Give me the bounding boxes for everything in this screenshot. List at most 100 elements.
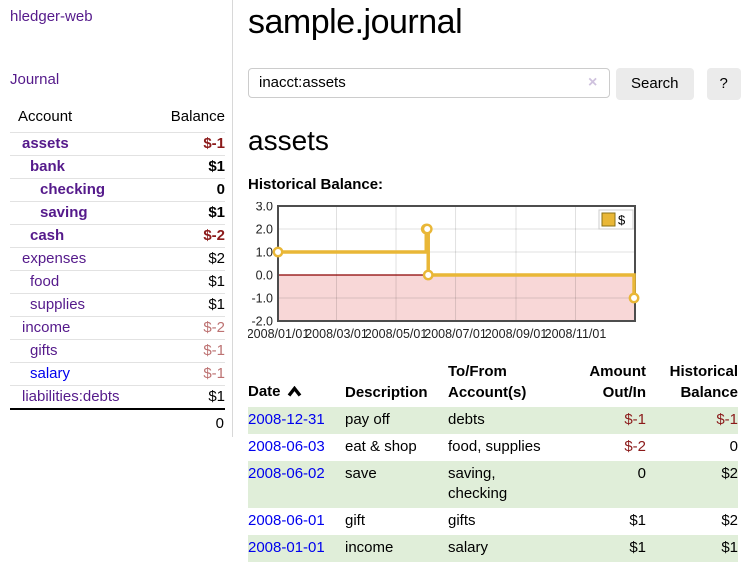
accounts-total-row: 0 <box>10 408 225 437</box>
account-balance: $2 <box>153 247 225 271</box>
account-balance: $-2 <box>153 316 225 340</box>
sidebar: hledger-web Journal Account Balance asse… <box>0 0 233 437</box>
transaction-amount: $-2 <box>624 437 646 455</box>
search-input[interactable] <box>248 67 610 98</box>
account-row: expenses $2 <box>10 247 225 271</box>
transaction-accounts: salary <box>448 538 489 556</box>
register-header-row: Date Description To/From Account(s) Amou… <box>248 361 738 407</box>
transaction-description: income <box>345 538 394 556</box>
register-row: 2008-06-03 eat & shop food, supplies $-2 0 <box>248 434 738 461</box>
transaction-date-link[interactable]: 2008-06-02 <box>248 464 325 482</box>
accounts-total-spacer <box>10 408 154 437</box>
plot-border <box>277 204 636 322</box>
account-page-title: assets <box>248 124 329 156</box>
account-row: income $-2 <box>10 316 225 340</box>
y-axis-tick-label: 0.0 <box>256 268 273 282</box>
sort-ascending-icon <box>287 382 302 403</box>
legend-label: $ <box>618 212 626 227</box>
account-row: supplies $1 <box>10 293 225 317</box>
account-link[interactable]: assets <box>22 135 69 152</box>
register-row: 2008-12-31 pay off debts $-1 $-1 <box>248 406 738 434</box>
account-balance: $1 <box>153 270 225 294</box>
description-column-header: Description <box>345 383 428 401</box>
transaction-description: pay off <box>345 410 390 428</box>
y-axis-tick-label: 3.0 <box>256 202 273 214</box>
account-balance: $-1 <box>153 132 225 156</box>
transaction-balance: 0 <box>729 437 738 455</box>
transaction-amount: $1 <box>629 538 646 556</box>
transaction-accounts: saving, checking <box>448 464 508 502</box>
account-link[interactable]: saving <box>40 204 88 221</box>
transaction-date-link[interactable]: 2008-06-01 <box>248 511 325 529</box>
account-row: gifts $-1 <box>10 339 225 363</box>
clear-search-icon[interactable]: × <box>588 73 598 91</box>
help-button[interactable]: ? <box>706 67 741 100</box>
account-link[interactable]: cash <box>30 227 65 244</box>
page-title: sample.journal <box>248 3 463 41</box>
app-title-link[interactable]: hledger-web <box>10 8 93 25</box>
accounts-header-row: Account Balance <box>10 108 225 133</box>
accounts-table: Account Balance assets $-1 bank $1 checking 0… <box>10 108 225 437</box>
account-link[interactable]: income <box>22 319 71 336</box>
account-row: food $1 <box>10 270 225 294</box>
account-link[interactable]: food <box>30 273 60 290</box>
transaction-amount: $-1 <box>624 410 646 428</box>
register-row: 2008-06-02 save saving, checking 0 $2 <box>248 460 738 508</box>
account-row: bank $1 <box>10 155 225 179</box>
y-axis-tick-label: -2.0 <box>251 314 273 328</box>
register-table: Date Description To/From Account(s) Amou… <box>248 361 738 562</box>
account-link[interactable]: salary <box>30 365 71 382</box>
x-axis-tick-label: 2008/05/01 <box>365 327 428 341</box>
data-point-marker <box>628 292 640 304</box>
app-title: hledger-web <box>0 0 232 25</box>
transaction-amount: $1 <box>629 511 646 529</box>
account-balance: $-1 <box>153 339 225 363</box>
account-link[interactable]: supplies <box>30 296 86 313</box>
account-link[interactable]: liabilities:debts <box>22 388 120 405</box>
account-link[interactable]: checking <box>40 181 106 198</box>
account-balance: $1 <box>153 385 225 409</box>
transaction-date-link[interactable]: 2008-12-31 <box>248 410 325 428</box>
y-axis-tick-label: 1.0 <box>256 245 273 259</box>
accounts-total: 0 <box>153 408 225 437</box>
account-link[interactable]: expenses <box>22 250 87 267</box>
negative-region-shading <box>278 274 635 321</box>
transaction-description: save <box>345 464 377 482</box>
historical-balance-chart: 3.0 2.0 1.0 0.0 -1.0 -2.02008/01/012008/03/01… <box>248 202 640 341</box>
account-row: salary $-1 <box>10 362 225 386</box>
chart-heading: Historical Balance: <box>248 175 384 193</box>
date-column-header[interactable]: Date <box>248 361 345 407</box>
account-link[interactable]: gifts <box>30 342 58 359</box>
account-row: checking 0 <box>10 178 225 202</box>
transaction-balance: $1 <box>721 538 738 556</box>
y-axis-tick-label: -1.0 <box>251 291 273 305</box>
amount-column-header: Amount Out/In <box>589 362 646 401</box>
account-balance: $-2 <box>153 224 225 248</box>
account-balance: $-1 <box>153 362 225 386</box>
account-balance: 0 <box>153 178 225 202</box>
nav-journal: Journal <box>0 71 232 88</box>
accounts-column-header: To/From Account(s) <box>448 362 527 401</box>
data-point-marker <box>422 269 434 281</box>
transaction-amount: 0 <box>637 464 646 482</box>
x-axis-tick-label: 2008/07/01 <box>424 327 487 341</box>
data-point-marker <box>421 223 433 235</box>
register-row: 2008-06-01 gift gifts $1 $2 <box>248 508 738 535</box>
transaction-date-link[interactable]: 2008-06-03 <box>248 437 325 455</box>
search-button[interactable]: Search <box>616 67 694 100</box>
account-balance: $1 <box>153 201 225 225</box>
transaction-description: gift <box>345 511 366 529</box>
transaction-balance: $2 <box>721 464 738 482</box>
legend-swatch <box>601 212 616 227</box>
x-axis-tick-label: 2008/09/01 <box>485 327 548 341</box>
transaction-balance: $2 <box>721 511 738 529</box>
account-row: liabilities:debts $1 <box>10 385 225 409</box>
transaction-description: eat & shop <box>345 437 417 455</box>
transaction-accounts: debts <box>448 410 485 428</box>
account-link[interactable]: bank <box>30 158 66 175</box>
account-balance: $1 <box>153 155 225 179</box>
transaction-date-link[interactable]: 2008-01-01 <box>248 538 325 556</box>
transaction-accounts: gifts <box>448 511 476 529</box>
journal-link[interactable]: Journal <box>10 71 60 88</box>
